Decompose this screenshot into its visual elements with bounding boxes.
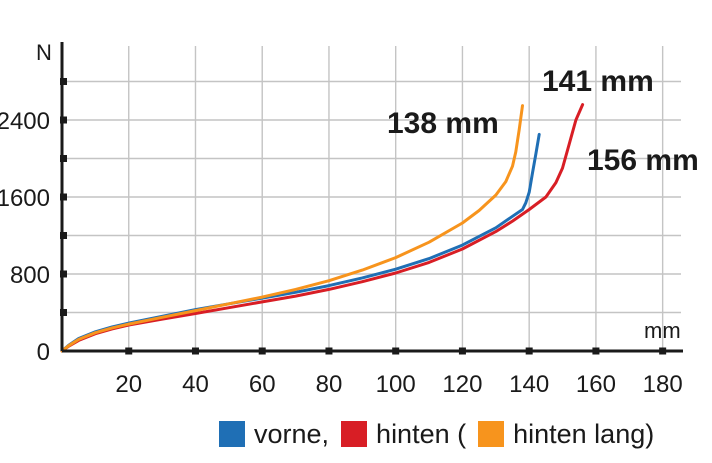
tick-labels: 20 40 60 80 100 120 140 160 180 0 800 1600 2400 <box>0 108 683 398</box>
x-tick-label-80: 80 <box>316 371 343 398</box>
x-tick-label-180: 180 <box>643 371 683 398</box>
x-tick-label-100: 100 <box>376 371 416 398</box>
x-tick-mark-140 <box>525 347 533 355</box>
x-tick-label-20: 20 <box>115 371 142 398</box>
series-line-0 <box>60 132 541 353</box>
y-tick-mark-2400 <box>60 116 67 124</box>
legend-swatch-red <box>341 421 368 447</box>
legend-label-hinten: hinten ( <box>376 418 467 449</box>
series-line-1 <box>60 103 585 353</box>
x-tick-label-40: 40 <box>182 371 209 398</box>
y-tick-mark-800 <box>60 270 67 278</box>
series-lines <box>60 103 585 353</box>
legend-swatch-orange <box>478 421 505 447</box>
y-tick-label-1600: 1600 <box>0 185 50 212</box>
y-tick-label-800: 800 <box>10 262 50 289</box>
x-tick-mark-60 <box>258 347 266 355</box>
series-line-2 <box>60 104 524 353</box>
annotation-138mm: 138 mm <box>387 107 499 140</box>
y-tick-mark-1600 <box>60 193 67 201</box>
y-axis-unit: N <box>36 40 52 65</box>
y-tick-label-0: 0 <box>37 339 50 366</box>
x-tick-mark-20 <box>125 347 133 355</box>
x-axis-unit: mm <box>644 318 681 343</box>
x-tick-mark-40 <box>191 347 199 355</box>
legend-label-hinten-lang: hinten lang) <box>513 418 655 449</box>
y-tick-mark-2000 <box>60 155 67 162</box>
y-tick-mark-2800 <box>60 78 67 85</box>
y-tick-mark-400 <box>60 309 67 316</box>
x-tick-mark-160 <box>592 347 600 355</box>
annotation-156mm: 156 mm <box>587 144 699 177</box>
x-tick-mark-80 <box>325 347 333 355</box>
legend-label-vorne: vorne, <box>254 418 330 449</box>
grid-lines <box>62 46 681 351</box>
annotation-141mm: 141 mm <box>542 65 654 98</box>
axes <box>60 42 683 355</box>
y-tick-mark-1200 <box>60 232 67 239</box>
x-tick-label-60: 60 <box>249 371 276 398</box>
legend-swatch-blue <box>219 421 245 447</box>
x-tick-mark-180 <box>659 347 667 355</box>
x-tick-mark-100 <box>392 347 400 355</box>
x-tick-mark-120 <box>458 347 466 355</box>
x-tick-label-160: 160 <box>576 371 616 398</box>
y-tick-label-2400: 2400 <box>0 108 50 135</box>
x-tick-label-120: 120 <box>442 371 482 398</box>
x-tick-label-140: 140 <box>509 371 549 398</box>
legend: vorne, hinten ( hinten lang) <box>219 419 666 449</box>
